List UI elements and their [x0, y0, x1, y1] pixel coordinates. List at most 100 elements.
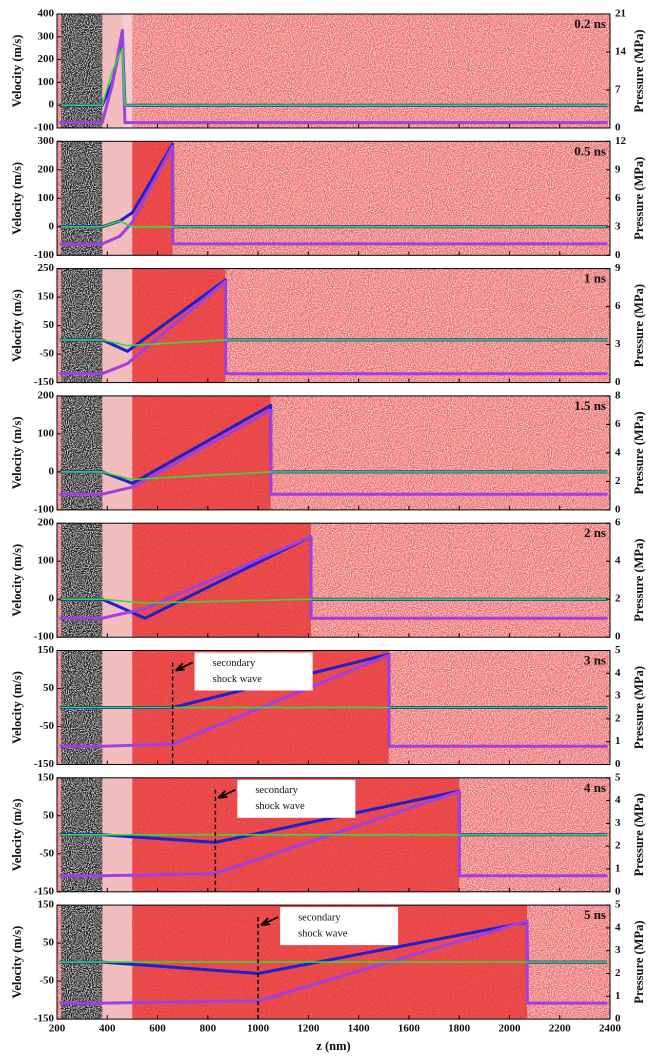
y-tick-label: 150: [38, 291, 55, 303]
y-tick-label: 100: [38, 427, 55, 439]
plot-frame: [56, 13, 611, 129]
panel-label: 0.2 ns: [574, 16, 606, 31]
panel-label: 1 ns: [584, 271, 606, 286]
y2-axis-title: Pressure (MPa): [632, 666, 646, 749]
y-tick-label: 100: [38, 76, 55, 88]
series-line: [59, 919, 608, 1005]
y-tick-label: 150: [38, 771, 55, 783]
y2-tick-label: 2: [615, 712, 621, 724]
panel: -100 0 100 200 300 400 0 7 14 21 Velocity (m/s) Pre…: [10, 8, 646, 134]
series-line: [59, 47, 608, 106]
y-axis-title: Velocity (m/s): [10, 798, 24, 871]
x-tick-label: 2400: [599, 1023, 622, 1035]
x-tick-label: 400: [99, 1023, 116, 1035]
y-tick-label: 200: [38, 389, 55, 401]
panel: secondary shock wave -150 -50 50 150 0 1 2 3 4 5 Vel…: [10, 644, 646, 770]
series-line: [59, 220, 608, 228]
y2-axis-title: Pressure (MPa): [632, 157, 646, 240]
y-tick-label: 300: [38, 30, 55, 42]
annotation-text: secondary: [298, 913, 341, 924]
y2-tick-label: 3: [615, 817, 621, 829]
y-tick-label: -100: [34, 249, 55, 261]
y2-tick-label: 2: [615, 840, 621, 852]
y2-tick-label: 0: [615, 503, 621, 515]
y-axis-title: Velocity (m/s): [10, 35, 24, 108]
y-tick-label: 0: [49, 220, 55, 232]
y-tick-label: 0: [49, 465, 55, 477]
y2-tick-label: 0: [615, 758, 621, 770]
y2-axis-title: Pressure (MPa): [632, 411, 646, 494]
series-line: [59, 471, 608, 481]
y2-tick-label: 4: [615, 446, 621, 458]
panel-label: 5 ns: [584, 907, 606, 922]
y-tick-label: 50: [43, 682, 55, 694]
y2-tick-label: 0: [615, 249, 621, 261]
y2-tick-label: 3: [615, 220, 621, 232]
y2-tick-label: 4: [615, 794, 621, 806]
y-tick-label: -100: [34, 631, 55, 643]
x-tick-label: 1000: [247, 1023, 270, 1035]
plot-background: [57, 14, 610, 128]
y-tick-label: 200: [38, 517, 55, 529]
series-line: [59, 653, 608, 748]
y2-tick-label: 2: [615, 967, 621, 979]
panel-label: 2 ns: [584, 525, 606, 540]
y2-tick-label: 4: [615, 667, 621, 679]
annotation-box: [280, 907, 399, 946]
disturbed-region: [102, 523, 311, 638]
x-tick-label: 800: [200, 1023, 217, 1035]
annotation-box: [194, 652, 313, 691]
y2-tick-label: 21: [615, 8, 626, 20]
y2-tick-label: 9: [615, 262, 621, 274]
y2-tick-label: 0: [615, 376, 621, 388]
y2-axis-title: Pressure (MPa): [632, 539, 646, 622]
y2-axis-title: Pressure (MPa): [632, 793, 646, 876]
y-axis-title: Velocity (m/s): [10, 417, 24, 490]
annotation-arrow: [217, 788, 236, 799]
y2-tick-label: 1: [615, 863, 621, 875]
annotation-text: shock wave: [213, 674, 263, 685]
x-tick-label: 2200: [549, 1023, 572, 1035]
y2-tick-label: 1: [615, 735, 621, 747]
y2-tick-label: 3: [615, 338, 621, 350]
x-tick-label: 200: [49, 1023, 66, 1035]
y-axis-title: Velocity (m/s): [10, 162, 24, 235]
y2-tick-label: 5: [615, 644, 621, 656]
y2-tick-label: 5: [615, 899, 621, 911]
y2-tick-label: 0: [615, 1013, 621, 1025]
y-axis-title: Velocity (m/s): [10, 289, 24, 362]
panel: -150 -50 50 150 250 0 3 6 9 Velocity (m/s) Pressur…: [10, 262, 646, 388]
x-tick-label: 1400: [348, 1023, 371, 1035]
series-line: [59, 535, 608, 620]
y-tick-label: -150: [34, 885, 55, 897]
y-axis-title: Velocity (m/s): [10, 671, 24, 744]
panel: secondary shock wave 200 400 600 800 1000 1200 1…: [10, 899, 646, 1053]
y-tick-label: 0: [49, 593, 55, 605]
y-tick-label: -50: [39, 348, 54, 360]
series-line: [59, 598, 608, 604]
plot-frame: [56, 777, 611, 893]
y2-tick-label: 4: [615, 921, 621, 933]
x-tick-label: 1600: [398, 1023, 421, 1035]
y-tick-label: 200: [38, 53, 55, 65]
y-tick-label: 50: [43, 809, 55, 821]
x-axis-title: z (nm): [316, 1039, 350, 1053]
transition-region: [102, 268, 133, 383]
y-tick-label: 50: [43, 319, 55, 331]
series-line: [59, 408, 608, 496]
y2-tick-label: 6: [615, 517, 621, 529]
y2-tick-label: 5: [615, 771, 621, 783]
y-tick-label: 100: [38, 192, 55, 204]
y2-tick-label: 6: [615, 300, 621, 312]
plot-frame: [56, 904, 611, 1020]
y2-axis-title: Pressure (MPa): [632, 284, 646, 367]
y-tick-label: -100: [34, 122, 55, 134]
series-line: [59, 790, 608, 878]
panel-label: 4 ns: [584, 780, 606, 795]
panel-label: 1.5 ns: [574, 398, 606, 413]
y-tick-label: 300: [38, 135, 55, 147]
y2-tick-label: 7: [615, 84, 621, 96]
y-tick-label: -50: [39, 847, 54, 859]
annotation-box: [237, 779, 356, 818]
